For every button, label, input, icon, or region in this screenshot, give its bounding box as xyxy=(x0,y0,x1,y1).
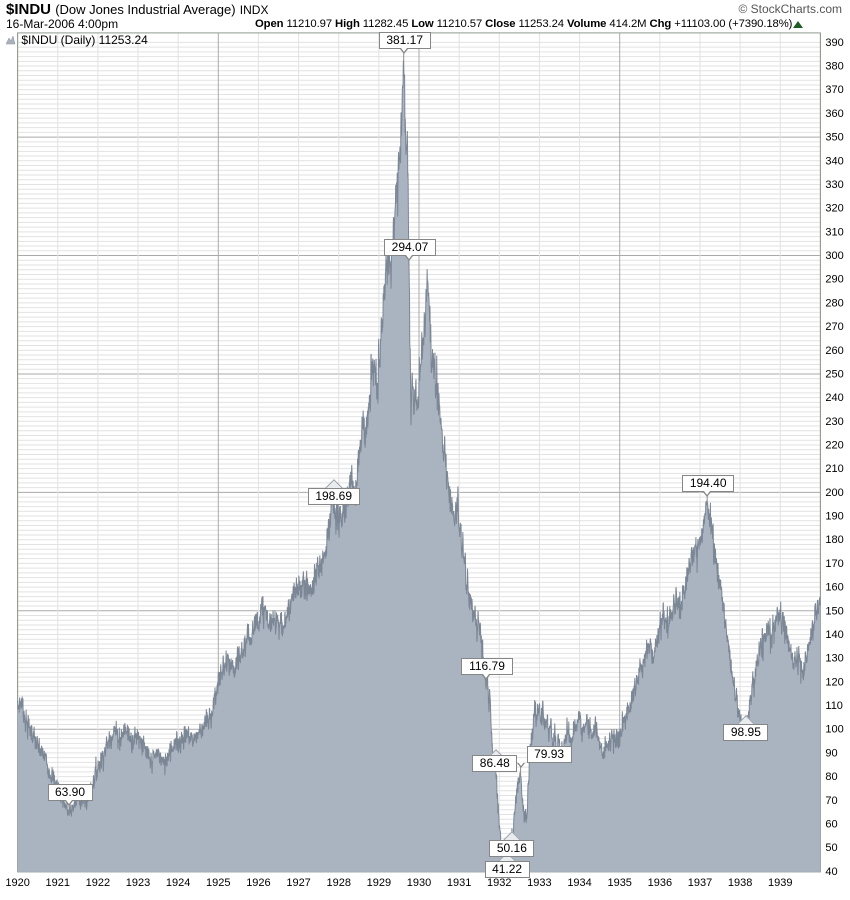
svg-text:1937: 1937 xyxy=(688,877,712,889)
svg-text:60: 60 xyxy=(825,818,837,830)
svg-text:150: 150 xyxy=(825,605,843,617)
svg-text:1923: 1923 xyxy=(126,877,150,889)
svg-text:170: 170 xyxy=(825,558,843,570)
svg-text:180: 180 xyxy=(825,534,843,546)
svg-text:70: 70 xyxy=(825,795,837,807)
svg-text:120: 120 xyxy=(825,676,843,688)
svg-text:1927: 1927 xyxy=(286,877,310,889)
svg-text:270: 270 xyxy=(825,321,843,333)
svg-text:1930: 1930 xyxy=(407,877,431,889)
svg-text:1934: 1934 xyxy=(567,877,591,889)
svg-text:250: 250 xyxy=(825,368,843,380)
svg-text:1935: 1935 xyxy=(607,877,631,889)
svg-text:360: 360 xyxy=(825,108,843,120)
svg-text:1929: 1929 xyxy=(367,877,391,889)
svg-text:300: 300 xyxy=(825,250,843,262)
svg-text:140: 140 xyxy=(825,629,843,641)
svg-text:90: 90 xyxy=(825,747,837,759)
svg-text:190: 190 xyxy=(825,511,843,523)
svg-text:50: 50 xyxy=(825,842,837,854)
svg-text:280: 280 xyxy=(825,297,843,309)
svg-text:370: 370 xyxy=(825,84,843,96)
svg-text:160: 160 xyxy=(825,582,843,594)
svg-text:240: 240 xyxy=(825,392,843,404)
svg-text:200: 200 xyxy=(825,487,843,499)
svg-text:220: 220 xyxy=(825,440,843,452)
svg-text:1924: 1924 xyxy=(166,877,190,889)
svg-text:1921: 1921 xyxy=(45,877,69,889)
svg-text:260: 260 xyxy=(825,345,843,357)
svg-text:80: 80 xyxy=(825,771,837,783)
svg-text:1920: 1920 xyxy=(5,877,29,889)
svg-text:1922: 1922 xyxy=(86,877,110,889)
svg-text:1926: 1926 xyxy=(246,877,270,889)
svg-text:1936: 1936 xyxy=(648,877,672,889)
svg-text:1939: 1939 xyxy=(768,877,792,889)
svg-text:350: 350 xyxy=(825,132,843,144)
svg-text:1932: 1932 xyxy=(487,877,511,889)
svg-text:1925: 1925 xyxy=(206,877,230,889)
svg-text:1928: 1928 xyxy=(326,877,350,889)
svg-text:230: 230 xyxy=(825,416,843,428)
svg-text:330: 330 xyxy=(825,179,843,191)
svg-text:110: 110 xyxy=(825,700,843,712)
svg-text:100: 100 xyxy=(825,724,843,736)
svg-text:1933: 1933 xyxy=(527,877,551,889)
svg-text:210: 210 xyxy=(825,463,843,475)
svg-text:130: 130 xyxy=(825,653,843,665)
svg-text:290: 290 xyxy=(825,274,843,286)
svg-text:320: 320 xyxy=(825,203,843,215)
svg-text:1931: 1931 xyxy=(447,877,471,889)
svg-text:340: 340 xyxy=(825,155,843,167)
svg-text:390: 390 xyxy=(825,37,843,49)
svg-text:40: 40 xyxy=(825,866,837,878)
svg-text:310: 310 xyxy=(825,226,843,238)
svg-text:380: 380 xyxy=(825,61,843,73)
svg-text:1938: 1938 xyxy=(728,877,752,889)
